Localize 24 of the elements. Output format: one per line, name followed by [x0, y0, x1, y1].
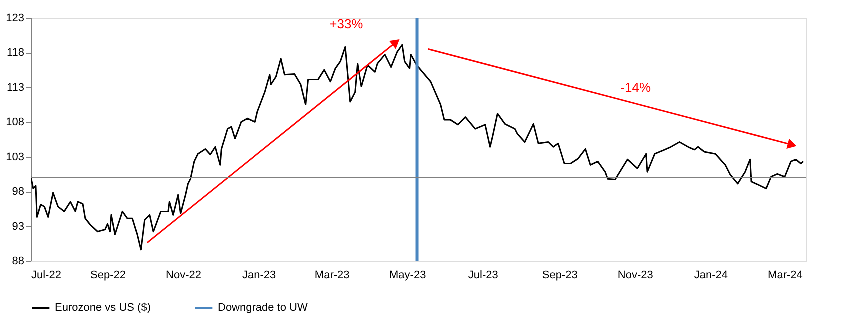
line-series: [31, 44, 804, 251]
x-tick-label: Jul-22: [32, 270, 62, 282]
y-tick-label: 98: [12, 186, 24, 198]
x-tick-label: Jan-24: [694, 270, 728, 282]
y-tick-label: 93: [12, 220, 24, 233]
y-tick-label: 123: [6, 12, 24, 24]
x-tick-label: Jan-23: [242, 270, 276, 282]
y-tick-label: 108: [6, 116, 24, 129]
x-tick-label: May-23: [390, 270, 426, 282]
x-tick-label: Mar-24: [768, 270, 803, 282]
x-tick-label: Jul-23: [468, 270, 498, 282]
y-tick-label: 103: [6, 151, 24, 164]
x-tick-label: Mar-23: [314, 270, 350, 282]
legend-label: Eurozone vs US ($): [55, 302, 151, 314]
y-tick-label: 118: [6, 47, 24, 60]
x-tick-label: Nov-22: [166, 270, 202, 282]
x-tick-label: Nov-23: [618, 270, 654, 282]
y-tick-label: 88: [12, 256, 24, 268]
annotation: +33%: [330, 16, 364, 32]
annotation: -14%: [620, 80, 652, 95]
legend-label: Downgrade to UW: [218, 302, 308, 314]
y-tick-label: 113: [6, 82, 24, 94]
x-tick-label: Sep-22: [90, 270, 126, 282]
x-tick-label: Sep-23: [542, 270, 578, 282]
